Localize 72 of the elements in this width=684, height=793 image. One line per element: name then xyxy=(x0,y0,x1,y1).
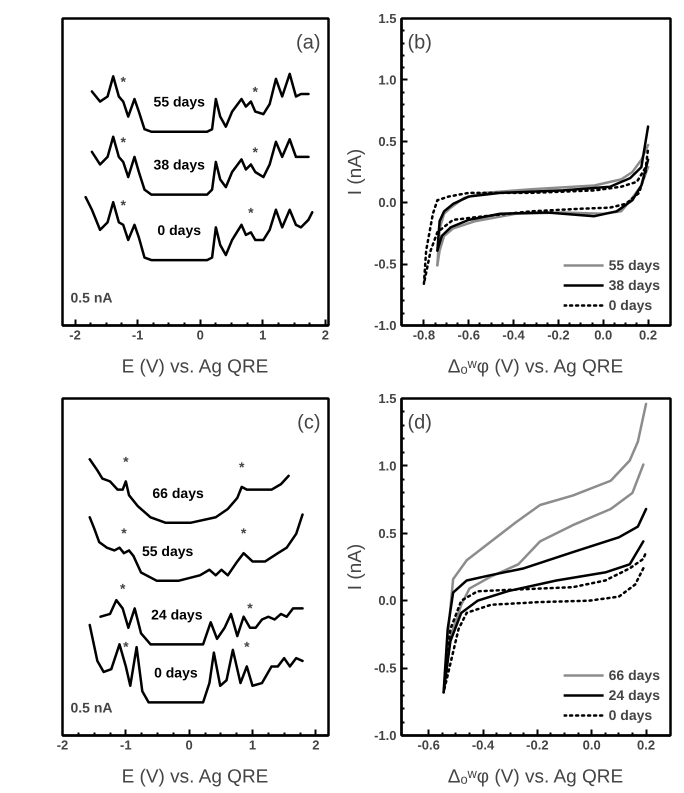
x-tick-label: -0.2 xyxy=(547,328,570,342)
series-label: 66 days xyxy=(152,484,204,501)
x-tick-label: -0.6 xyxy=(417,738,440,752)
y-tick-label: 0.0 xyxy=(378,195,397,210)
annotation: 0.5 nA xyxy=(70,290,113,306)
text: (b) xyxy=(408,32,432,54)
annotation: * xyxy=(244,638,250,654)
y-tick-label: 0.0 xyxy=(378,593,397,608)
y-tick-label: -1.0 xyxy=(374,728,397,743)
chart-title: (a) xyxy=(296,32,321,54)
series-label: 55 days xyxy=(142,542,194,559)
y-tick-label: -1.0 xyxy=(374,318,397,333)
legend-label: 24 days xyxy=(608,687,660,703)
y-tick-label: 0.5 xyxy=(378,526,397,541)
x-tick-label: 0.2 xyxy=(637,738,656,752)
x-axis-title: Δₒʷφ (V) vs. Ag QRE xyxy=(448,766,624,788)
x-tick-label: 0.0 xyxy=(594,328,612,342)
annotation: * xyxy=(239,458,246,475)
x-tick-label: 2 xyxy=(322,328,329,342)
x-axis-title: E (V) vs. Ag QRE xyxy=(122,356,268,378)
y-tick-label: -0.5 xyxy=(374,256,397,272)
annotation: * xyxy=(252,84,259,100)
y-axis-title: I (nA) xyxy=(345,544,366,590)
x-tick-label: -2 xyxy=(69,328,81,342)
x-tick-label: 0 xyxy=(196,328,204,342)
x-tick-label: 1 xyxy=(259,328,266,342)
x-tick-label: -0.6 xyxy=(458,328,480,342)
y-tick-label: 1.5 xyxy=(378,391,397,406)
x-tick-label: 0.0 xyxy=(582,738,601,752)
legend-label: 55 days xyxy=(608,257,660,273)
y-tick-label: 1.5 xyxy=(378,11,397,26)
series-label: 38 days xyxy=(154,156,206,173)
series-label: 0 days xyxy=(157,222,202,238)
x-tick-label: 1 xyxy=(248,738,256,752)
x-tick-label: 0.2 xyxy=(639,328,658,342)
y-tick-label: 0.5 xyxy=(378,134,397,149)
legend-label: 0 days xyxy=(608,297,652,313)
x-tick-label: 0 xyxy=(186,738,193,752)
x-tick-label: -0.2 xyxy=(526,738,549,752)
annotation: * xyxy=(123,453,130,470)
legend-label: 0 days xyxy=(608,707,652,723)
annotation: * xyxy=(121,525,128,542)
series-label: 24 days xyxy=(151,606,203,622)
annotation: * xyxy=(252,144,259,160)
legend-label: 38 days xyxy=(608,277,660,293)
annotation: * xyxy=(240,525,247,542)
x-tick-label: -0.8 xyxy=(412,328,436,342)
annotation: * xyxy=(120,74,126,90)
x-axis-title: E (V) vs. Ag QRE xyxy=(122,766,268,788)
x-tick-label: -2 xyxy=(56,738,68,752)
series-label: 55 days xyxy=(154,94,206,110)
chart-title: (c) xyxy=(297,412,321,434)
x-tick-label: -0.4 xyxy=(472,738,495,752)
x-tick-label: -0.4 xyxy=(502,328,526,342)
y-tick-label: 1.0 xyxy=(378,72,397,88)
x-tick-label: -1 xyxy=(120,738,132,752)
x-tick-label: -1 xyxy=(132,328,144,342)
annotation: * xyxy=(247,600,254,616)
x-axis-title: Δₒʷφ (V) vs. Ag QRE xyxy=(448,356,624,378)
series-label: 0 days xyxy=(154,664,198,680)
y-axis-title: I (nA) xyxy=(345,148,366,196)
x-tick-label: 2 xyxy=(312,738,320,752)
legend-label: 66 days xyxy=(608,667,660,683)
y-tick-label: 1.0 xyxy=(378,458,397,474)
text: (d) xyxy=(408,412,432,434)
y-tick-label: -0.5 xyxy=(374,660,397,676)
annotation: * xyxy=(120,134,126,150)
annotation: * xyxy=(248,204,254,220)
annotation: * xyxy=(120,196,126,213)
annotation: 0.5 nA xyxy=(70,700,113,716)
annotation: * xyxy=(123,638,130,654)
annotation: * xyxy=(120,580,126,596)
